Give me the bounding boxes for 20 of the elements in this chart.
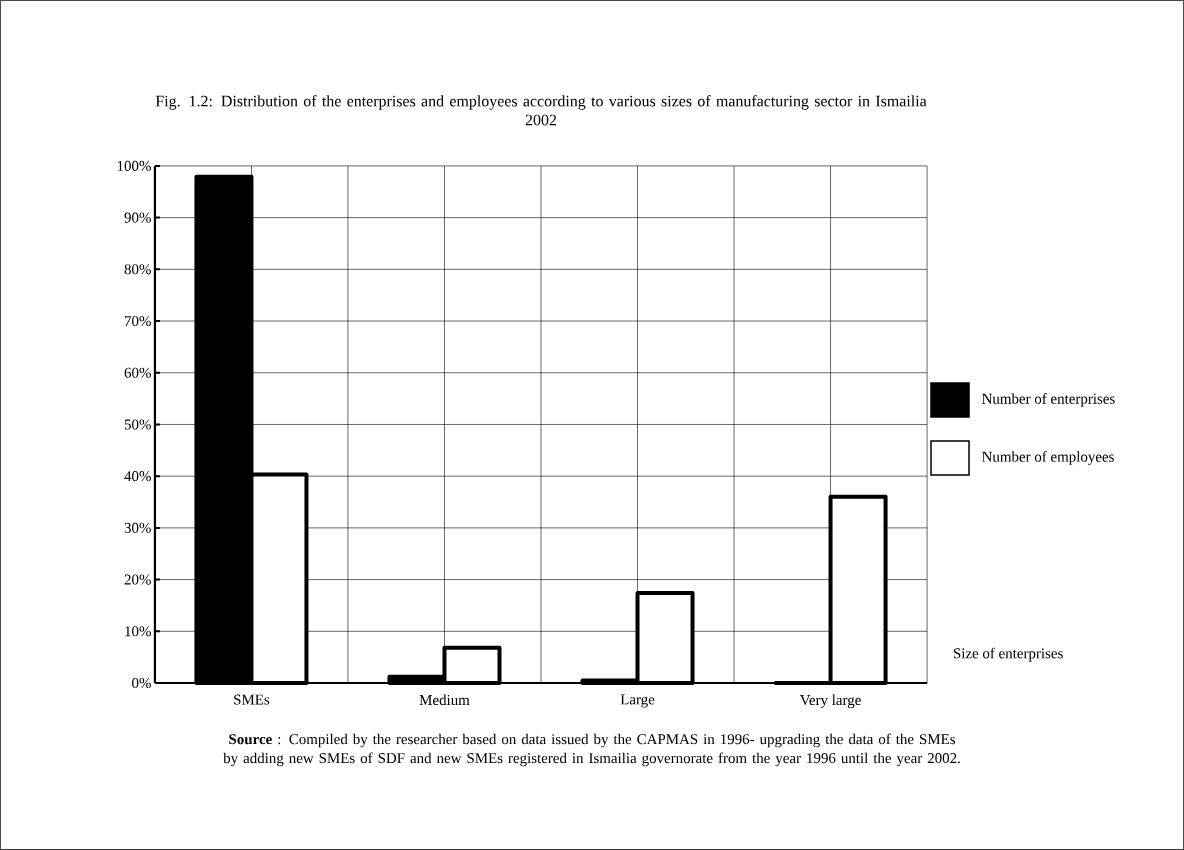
- text: Source : Compiled by the researcher based on data issued by the CAPMAS in 1996- upgrading the data of the SMEs by adding new SMEs of SDF and new SMEs registered in Ismailia governorate from the year 1996 until the year 2002.: [223, 733, 960, 767]
- y-tick-label: 60%: [124, 367, 151, 378]
- x-tick-label: Medium: [419, 694, 470, 706]
- y-tick-label: 40%: [124, 471, 151, 482]
- y-tick-label: 90%: [124, 212, 151, 223]
- x-axis-title: Size of enterprises: [953, 647, 1063, 662]
- chart-title: Fig. 1.2: Distribution of the enterprises and employees according to various sizes of manufacturing sector in Ismailia 2002: [155, 95, 927, 126]
- y-tick-label: 70%: [125, 316, 151, 327]
- y-tick-label: 50%: [124, 419, 151, 430]
- y-tick-label: 10%: [125, 626, 151, 637]
- legend-label: Number of enterprises: [982, 393, 1115, 407]
- y-tick-label: 30%: [124, 522, 151, 533]
- legend-label: Number of employees: [982, 451, 1114, 465]
- y-tick-label: 80%: [124, 264, 151, 275]
- x-tick-label: Large: [620, 694, 655, 708]
- y-tick-label: 0%: [132, 677, 151, 689]
- x-tick-label: SMEs: [234, 694, 270, 705]
- y-tick-label: 100%: [117, 160, 151, 172]
- x-tick-label: Very large: [799, 694, 861, 709]
- y-tick-label: 20%: [124, 574, 151, 585]
